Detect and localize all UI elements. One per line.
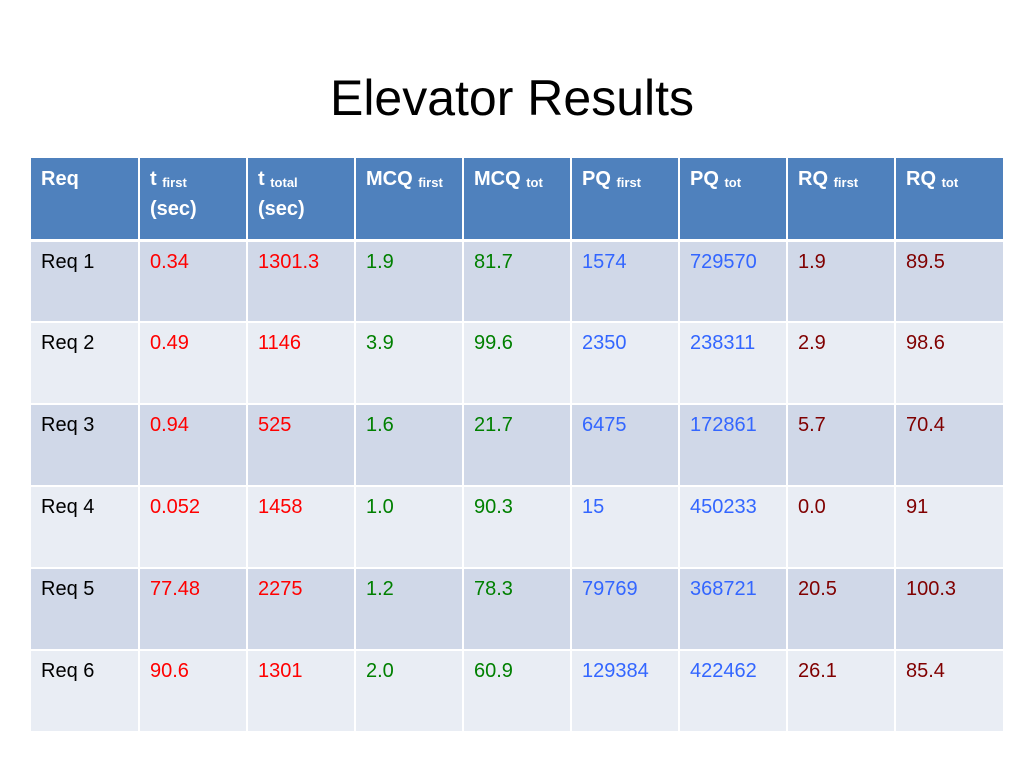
cell-req: Req 2	[31, 322, 140, 405]
cell-t-total: 1301	[247, 650, 356, 733]
cell-mcq-first: 3.9	[355, 322, 464, 405]
cell-t-first: 0.94	[139, 404, 248, 487]
cell-req: Req 5	[31, 568, 140, 651]
cell-pq-tot: 729570	[679, 240, 788, 323]
cell-t-first: 90.6	[139, 650, 248, 733]
cell-t-total: 2275	[247, 568, 356, 651]
cell-rq-tot: 70.4	[895, 404, 1003, 487]
table-row: Req 4 0.052 1458 1.0 90.3 15 450233 0.0 …	[31, 486, 1003, 569]
cell-mcq-tot: 21.7	[463, 404, 572, 487]
cell-pq-first: 15	[571, 486, 680, 569]
cell-mcq-first: 2.0	[355, 650, 464, 733]
cell-mcq-first: 1.2	[355, 568, 464, 651]
cell-pq-tot: 368721	[679, 568, 788, 651]
cell-pq-first: 6475	[571, 404, 680, 487]
table-row: Req 6 90.6 1301 2.0 60.9 129384 422462 2…	[31, 650, 1003, 733]
cell-mcq-first: 1.9	[355, 240, 464, 323]
header-t-total: t total (sec)	[247, 158, 356, 242]
cell-mcq-tot: 60.9	[463, 650, 572, 733]
table-header-row: Req t first (sec) t total (sec) MCQ first …	[31, 158, 1003, 242]
cell-rq-first: 5.7	[787, 404, 896, 487]
cell-mcq-tot: 81.7	[463, 240, 572, 323]
cell-t-total: 1146	[247, 322, 356, 405]
cell-pq-tot: 450233	[679, 486, 788, 569]
cell-rq-first: 2.9	[787, 322, 896, 405]
cell-pq-first: 2350	[571, 322, 680, 405]
table-row: Req 2 0.49 1146 3.9 99.6 2350 238311 2.9…	[31, 322, 1003, 405]
slide-title: Elevator Results	[329, 70, 695, 126]
cell-rq-tot: 91	[895, 486, 1003, 569]
cell-rq-tot: 100.3	[895, 568, 1003, 651]
cell-mcq-tot: 90.3	[463, 486, 572, 569]
header-rq-first: RQ first	[787, 158, 896, 242]
cell-pq-tot: 422462	[679, 650, 788, 733]
cell-mcq-tot: 78.3	[463, 568, 572, 651]
cell-t-total: 1301.3	[247, 240, 356, 323]
table-row: Req 1 0.34 1301.3 1.9 81.7 1574 729570 1…	[31, 240, 1003, 323]
cell-t-first: 0.34	[139, 240, 248, 323]
cell-t-first: 0.49	[139, 322, 248, 405]
header-req: Req	[31, 158, 140, 242]
cell-rq-tot: 89.5	[895, 240, 1003, 323]
cell-mcq-first: 1.0	[355, 486, 464, 569]
header-t-first: t first (sec)	[139, 158, 248, 242]
header-rq-tot: RQ tot	[895, 158, 1003, 242]
cell-pq-first: 79769	[571, 568, 680, 651]
header-mcq-first: MCQ first	[355, 158, 464, 242]
cell-t-first: 0.052	[139, 486, 248, 569]
cell-req: Req 3	[31, 404, 140, 487]
header-pq-first: PQ first	[571, 158, 680, 242]
table-row: Req 3 0.94 525 1.6 21.7 6475 172861 5.7 …	[31, 404, 1003, 487]
cell-rq-first: 20.5	[787, 568, 896, 651]
cell-rq-tot: 85.4	[895, 650, 1003, 733]
cell-rq-first: 1.9	[787, 240, 896, 323]
cell-rq-first: 26.1	[787, 650, 896, 733]
cell-mcq-first: 1.6	[355, 404, 464, 487]
cell-mcq-tot: 99.6	[463, 322, 572, 405]
table-row: Req 5 77.48 2275 1.2 78.3 79769 368721 2…	[31, 568, 1003, 651]
cell-rq-tot: 98.6	[895, 322, 1003, 405]
cell-pq-first: 1574	[571, 240, 680, 323]
header-pq-tot: PQ tot	[679, 158, 788, 242]
cell-pq-tot: 238311	[679, 322, 788, 405]
cell-req: Req 1	[31, 240, 140, 323]
cell-t-total: 1458	[247, 486, 356, 569]
cell-t-total: 525	[247, 404, 356, 487]
cell-pq-tot: 172861	[679, 404, 788, 487]
cell-rq-first: 0.0	[787, 486, 896, 569]
cell-req: Req 4	[31, 486, 140, 569]
cell-pq-first: 129384	[571, 650, 680, 733]
results-table: Req t first (sec) t total (sec) MCQ first …	[31, 158, 1003, 733]
cell-t-first: 77.48	[139, 568, 248, 651]
header-mcq-tot: MCQ tot	[463, 158, 572, 242]
cell-req: Req 6	[31, 650, 140, 733]
